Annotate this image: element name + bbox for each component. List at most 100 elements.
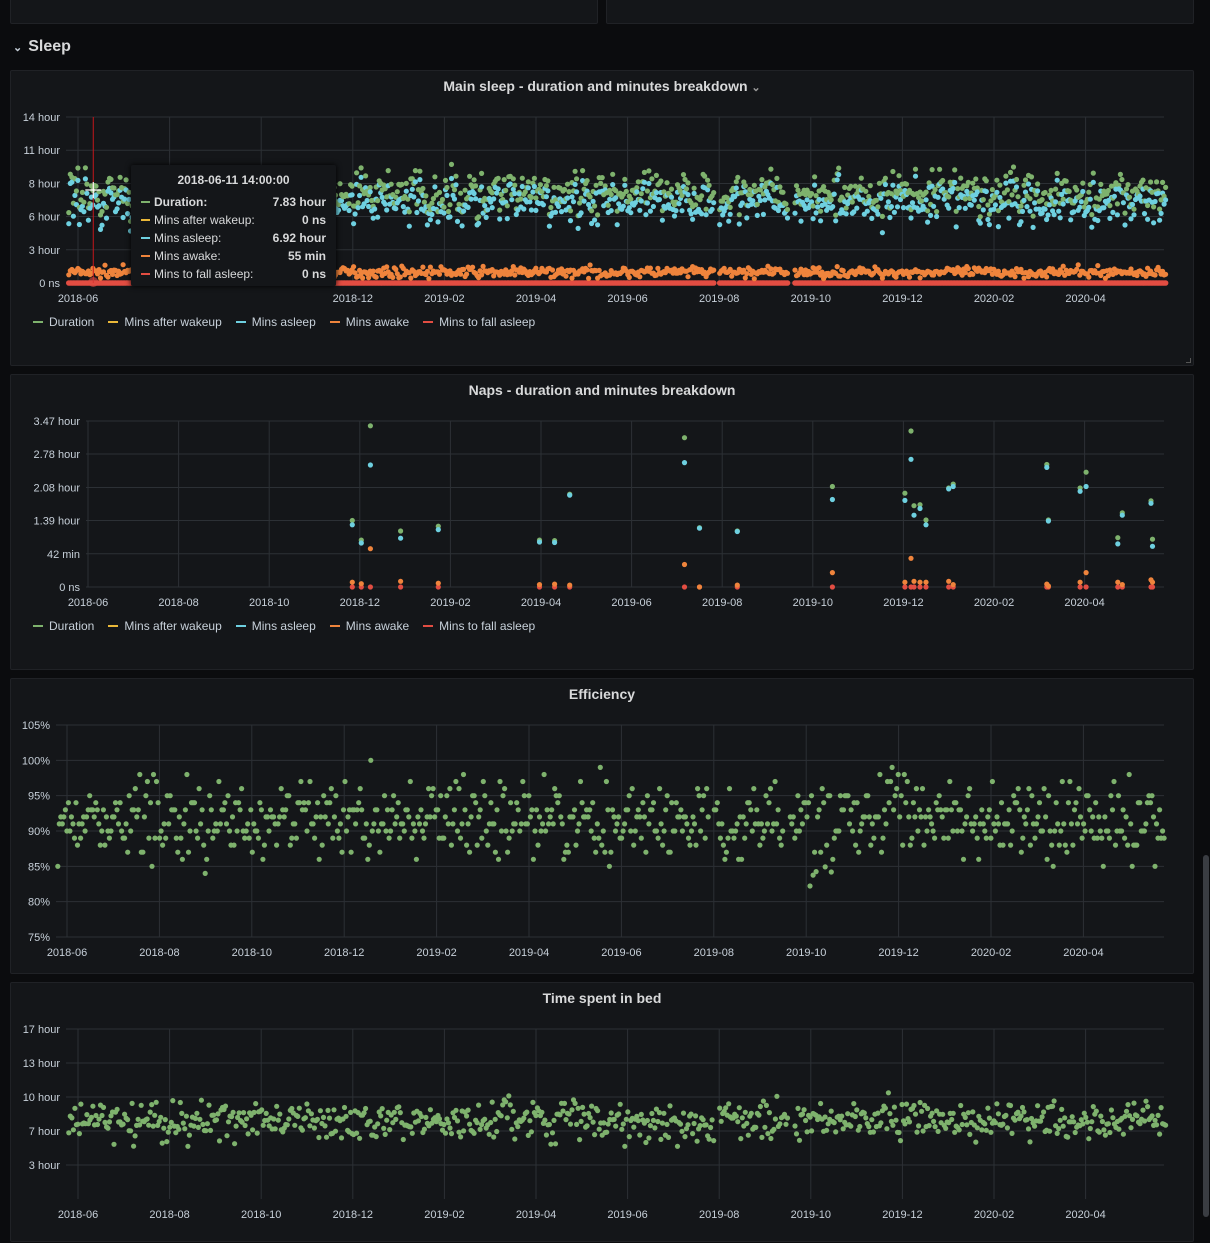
panel-title[interactable]: Naps - duration and minutes breakdown (468, 382, 736, 398)
point-time-in-bed (634, 1113, 640, 1119)
x-tick-label: 2019-06 (607, 1209, 647, 1221)
point-mins-asleep (1137, 193, 1143, 199)
point-mins-asleep (581, 198, 587, 204)
point-time-in-bed (1090, 1104, 1096, 1110)
legend-item[interactable]: Mins after wakeup (108, 619, 222, 633)
point-efficiency (898, 793, 904, 799)
point-duration (531, 175, 538, 181)
row-toggle-sleep[interactable]: ⌄ Sleep (13, 38, 71, 56)
point-efficiency (261, 842, 267, 848)
point-time-in-bed (1099, 1118, 1105, 1125)
point-mins-asleep (950, 185, 956, 192)
point-efficiency (409, 835, 415, 841)
point-duration (1004, 187, 1011, 193)
point-time-in-bed (120, 1121, 126, 1127)
point-efficiency (746, 800, 752, 806)
point-time-in-bed (1108, 1107, 1114, 1113)
point-mins-asleep (108, 190, 114, 196)
point-efficiency (1111, 778, 1117, 785)
point-efficiency (217, 821, 223, 827)
point-time-in-bed (659, 1120, 666, 1126)
point-duration (75, 165, 81, 171)
point-mins-asleep (671, 213, 678, 219)
point-mins-asleep (415, 198, 421, 204)
point-efficiency (767, 786, 774, 792)
legend-item[interactable]: Mins to fall asleep (423, 315, 535, 329)
point-mins-to-fall-asleep (349, 584, 355, 590)
point-mins-asleep (709, 206, 715, 212)
point-time-in-bed (656, 1110, 663, 1116)
point-mins-asleep (662, 205, 669, 211)
point-time-in-bed (131, 1143, 137, 1149)
point-duration (641, 169, 648, 175)
point-duration (896, 173, 902, 179)
point-efficiency (536, 814, 543, 820)
point-time-in-bed (203, 1128, 209, 1134)
point-duration (349, 183, 355, 189)
legend-item[interactable]: Duration (33, 619, 94, 633)
panel-title[interactable]: Time spent in bed (542, 990, 662, 1006)
point-mins-asleep (974, 189, 980, 195)
legend-item[interactable]: Mins after wakeup (108, 315, 222, 329)
point-duration (512, 182, 518, 188)
point-duration (1013, 176, 1020, 183)
point-duration (828, 197, 834, 203)
panel-title[interactable]: Main sleep - duration and minutes breakd… (11, 78, 1193, 94)
point-mins-asleep (545, 188, 551, 194)
point-time-in-bed (341, 1104, 348, 1111)
point-mins-asleep (338, 198, 345, 204)
point-mins-asleep (349, 192, 355, 198)
tooltip-label: Mins to fall asleep: (154, 267, 254, 281)
point-efficiency (672, 828, 678, 834)
point-time-in-bed (574, 1121, 580, 1127)
chart-efficiency[interactable]: 75%80%85%90%95%100%105%2018-06 2018-08 201… (11, 679, 1195, 975)
point-mins-asleep (569, 194, 575, 200)
legend-item[interactable]: Mins awake (329, 315, 409, 329)
point-duration (355, 200, 361, 206)
point-mins-asleep (851, 209, 857, 215)
point-time-in-bed (96, 1116, 102, 1122)
point-duration (1007, 169, 1014, 175)
point-efficiency (70, 821, 76, 827)
point-duration (946, 194, 952, 200)
panel-title[interactable]: Efficiency (568, 686, 636, 702)
point-duration (685, 180, 691, 186)
point-efficiency (204, 856, 210, 862)
resize-handle[interactable] (1186, 358, 1191, 363)
point-efficiency (412, 828, 418, 834)
legend-item[interactable]: Mins awake (329, 619, 409, 633)
point-duration (866, 193, 872, 200)
point-duration (335, 201, 342, 208)
point-mins-asleep (809, 199, 815, 205)
point-efficiency (114, 807, 120, 813)
legend-item[interactable]: Mins asleep (235, 619, 316, 633)
point-efficiency (749, 828, 755, 834)
point-efficiency (1015, 786, 1021, 792)
point-efficiency (643, 849, 649, 855)
point-efficiency (137, 771, 143, 778)
legend-item[interactable]: Mins asleep (235, 315, 316, 329)
point-time-in-bed (289, 1105, 295, 1112)
point-mins-asleep (82, 176, 88, 182)
legend-label: Mins asleep (251, 619, 316, 633)
point-duration (489, 190, 495, 196)
y-tick-label: 6 hour (29, 212, 61, 224)
point-efficiency (106, 835, 112, 841)
point-duration (986, 211, 993, 217)
point-mins-awake (1077, 579, 1083, 585)
legend-item[interactable]: Mins to fall asleep (423, 619, 535, 633)
point-efficiency (515, 807, 521, 813)
scrollbar[interactable] (1203, 855, 1209, 1217)
point-time-in-bed (959, 1121, 965, 1128)
tooltip-value: 7.83 hour (272, 195, 326, 209)
point-duration (447, 202, 453, 208)
point-mins-asleep (818, 218, 824, 224)
point-time-in-bed (1145, 1104, 1151, 1110)
point-efficiency (731, 835, 737, 841)
point-time-in-bed (507, 1102, 513, 1108)
legend-item[interactable]: Duration (33, 315, 94, 329)
point-mins-asleep (953, 224, 959, 230)
point-time-in-bed (191, 1123, 197, 1129)
